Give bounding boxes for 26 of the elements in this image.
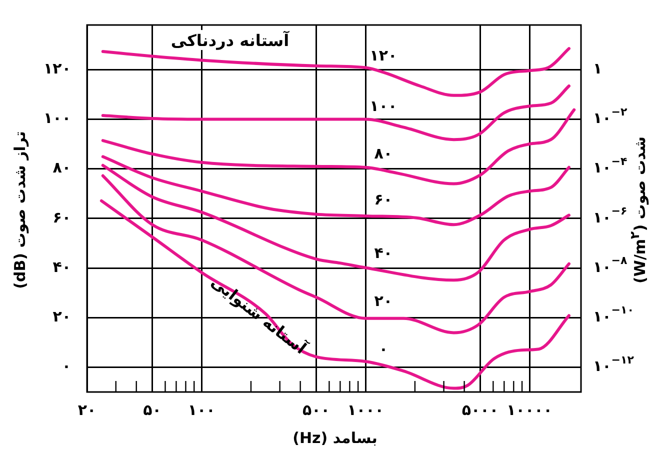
series-label: ۴۰: [374, 244, 393, 262]
x-tick-label: ۲۰: [78, 400, 96, 419]
y-tick-label: ۱۰۰: [44, 109, 71, 128]
y-tick-label: ۸۰: [52, 158, 71, 177]
series-label: ۱۰۰: [370, 96, 398, 115]
annotation: آستانه شنوایی: [208, 271, 312, 358]
text: ۱: [593, 60, 602, 78]
x-tick-label: ۵۰۰۰: [462, 400, 498, 419]
x-tick-label: ۵۰: [143, 400, 162, 419]
x-tick-label: ۱۰۰: [188, 400, 216, 419]
y-tick-label: ۶۰: [52, 208, 71, 226]
x-tick-label: ۱۰۰۰۰: [506, 400, 552, 419]
series-label: ۸۰: [374, 144, 393, 162]
annotation: آستانه دردناکی: [170, 30, 290, 50]
y-tick-label: ۴۰: [52, 258, 71, 276]
x-axis-title: بسامد (Hz): [292, 429, 378, 447]
series-label: ۶۰: [374, 190, 393, 209]
x-tick-label: ۵۰۰: [302, 400, 330, 419]
y-tick-label: ۰: [62, 357, 71, 376]
series-label: ۱۲۰: [370, 46, 398, 64]
x-tick-label: ۱۰۰۰: [347, 400, 384, 419]
y-tick-label: ۱۲۰: [44, 60, 71, 78]
series-label: ۲۰: [374, 292, 393, 310]
y-axis-title: تراز شدت صوت (dB): [11, 131, 29, 289]
series-label: ۰: [378, 340, 388, 358]
y-tick-label: ۲۰: [52, 308, 71, 326]
